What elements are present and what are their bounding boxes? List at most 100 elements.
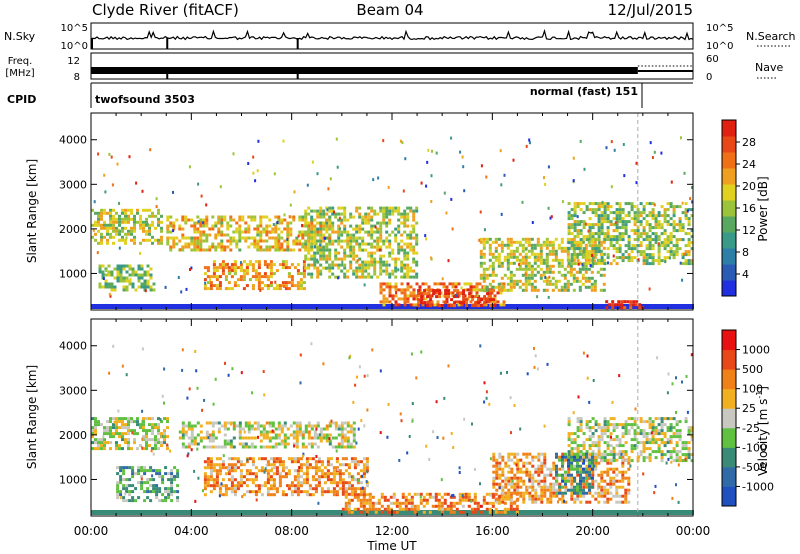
echo-cell [666,220,670,224]
echo-cell [122,472,126,476]
echo-cell [485,285,489,289]
echo-cell [412,275,416,279]
echo-cell [287,266,291,270]
echo-cell [125,490,129,494]
echo-cell [651,208,655,212]
echo-cell [148,444,151,448]
echo-cell [254,272,258,276]
echo-cell [259,439,263,443]
echo-cell [160,226,163,230]
echo-cell [91,304,94,309]
echo-cell [157,417,160,421]
echo-cell [490,300,494,304]
echo-cell [119,273,123,277]
echo-cell [530,264,534,268]
echo-cell [578,279,582,283]
echo-cell [506,282,510,286]
echo-cell [409,209,413,213]
echo-cell [124,238,127,242]
echo-cell [170,478,174,482]
echo-cell [314,245,316,249]
echo-cell [434,495,438,499]
echo-cell [108,292,111,296]
echo-cell [239,275,243,279]
echo-cell [419,492,423,496]
echo-cell [94,232,97,236]
echo-cell [415,260,419,264]
echo-cell [301,236,305,240]
echo-cell [648,244,652,248]
echo-cell [451,294,455,298]
echo-cell [152,490,156,494]
echo-cell [597,202,601,206]
echo-cell [361,266,365,270]
echo-cell [591,256,595,260]
echo-cell [257,469,261,473]
echo-cell [340,304,343,309]
echo-cell [531,221,534,224]
echo-cell [286,245,290,249]
echo-cell [575,255,579,259]
echo-cell [455,501,459,505]
echo-cell [347,472,351,476]
echo-cell [116,472,120,476]
echo-cell [579,500,583,504]
echo-cell [461,155,464,159]
echo-cell [540,488,544,492]
echo-cell [235,510,238,515]
echo-cell [329,472,333,476]
echo-cell [212,266,216,270]
echo-cell [290,481,294,485]
echo-cell [509,507,513,511]
echo-cell [570,441,574,445]
echo-cell [670,510,673,515]
echo-cell [645,220,649,224]
echo-cell [567,432,571,436]
echo-cell [507,479,511,483]
echo-cell [151,426,154,430]
echo-cell [521,246,525,250]
echo-cell [286,227,290,231]
echo-cell [406,245,410,249]
echo-cell [256,427,260,431]
echo-cell [544,510,547,515]
echo-cell [551,276,555,280]
echo-cell [257,284,261,288]
echo-cell [383,495,387,499]
echo-cell [406,269,410,273]
echo-cell [337,242,341,246]
echo-cell [585,256,589,260]
echo-cell [292,304,295,309]
echo-cell [512,158,515,162]
echo-cell [112,217,115,221]
echo-cell [340,433,344,437]
echo-cell [494,249,498,253]
echo-cell [461,510,465,514]
echo-cell [274,215,278,219]
echo-cell [425,237,428,241]
echo-cell [573,262,577,266]
echo-cell [412,224,416,228]
echo-cell [145,432,148,436]
echo-cell [230,266,234,270]
echo-cell [112,510,115,515]
echo-cell [187,442,191,446]
echo-cell [660,214,664,218]
echo-cell [324,236,326,240]
echo-cell [254,478,258,482]
echo-cell [388,291,392,295]
echo-cell [407,492,411,496]
echo-cell [253,510,256,515]
echo-cell [146,270,150,274]
echo-cell [653,150,656,154]
echo-cell [605,146,608,150]
echo-cell [547,165,550,169]
echo-cell [130,229,133,233]
echo-cell [543,479,547,483]
echo-cell [361,215,365,219]
echo-cell [400,260,404,264]
echo-cell [691,200,694,204]
echo-cell [388,263,391,267]
echo-cell [319,263,323,267]
echo-cell [566,270,570,274]
